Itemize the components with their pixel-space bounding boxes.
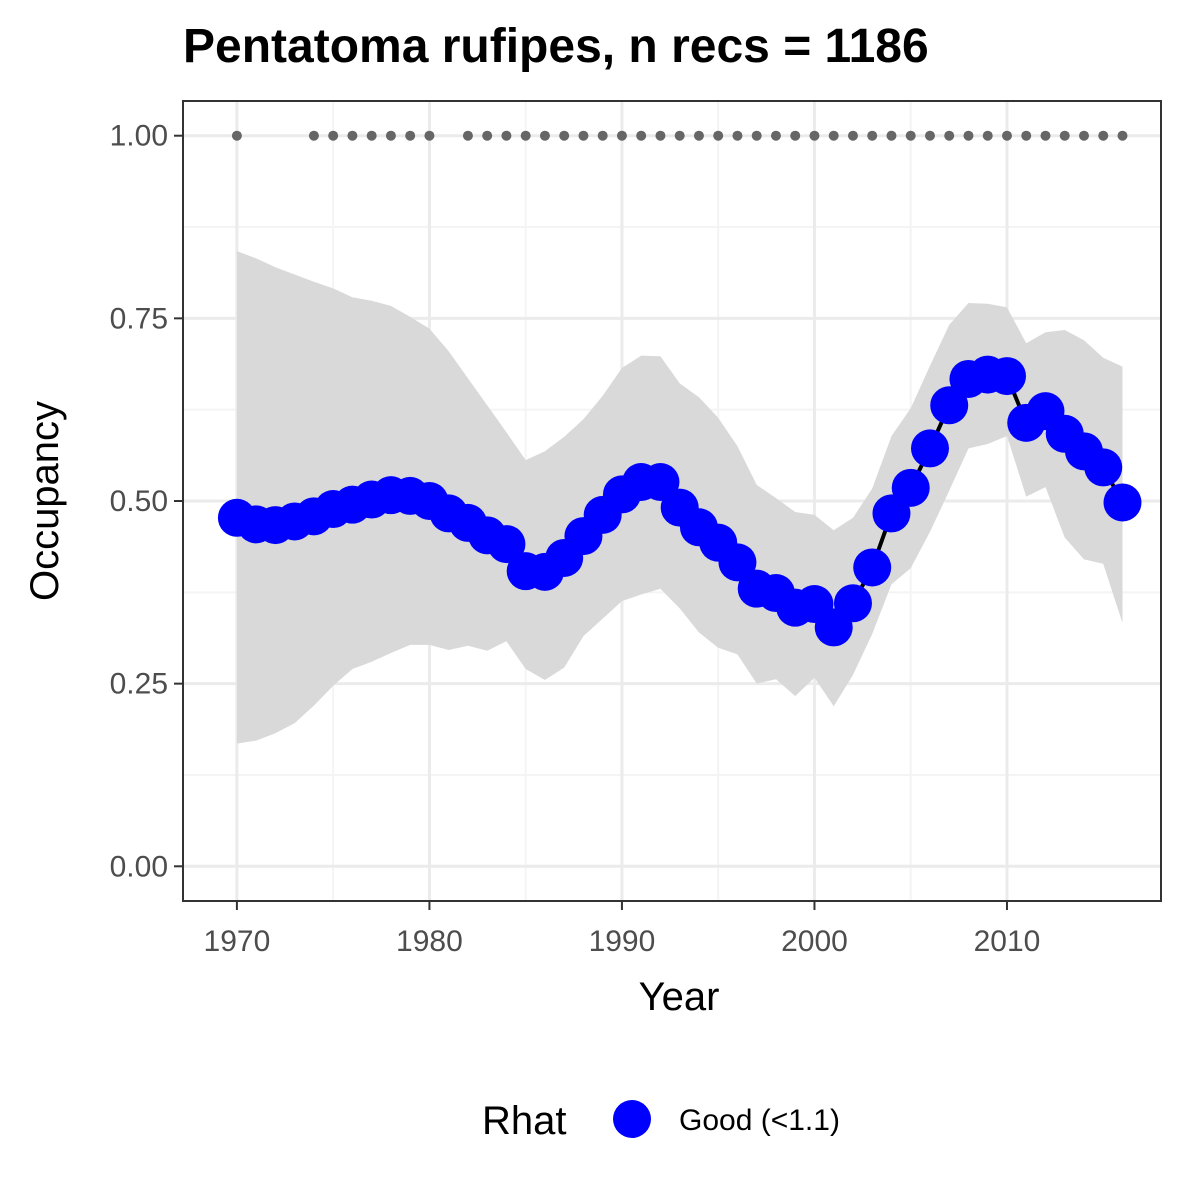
record-dot	[366, 130, 377, 141]
occupancy-point	[1084, 448, 1123, 487]
record-dot	[385, 130, 396, 141]
occupancy-point	[987, 357, 1026, 396]
record-dot	[886, 130, 897, 141]
y-axis-title: Occupancy	[23, 401, 67, 601]
record-dot	[1040, 130, 1051, 141]
record-dot	[559, 130, 570, 141]
record-dot	[944, 130, 955, 141]
legend-label-good: Good (<1.1)	[679, 1104, 840, 1137]
record-dot	[482, 130, 493, 141]
x-axis: 1970 1980 1990 2000 2010	[204, 901, 1041, 958]
record-dot	[713, 130, 724, 141]
y-tick-label: 0.25	[110, 668, 168, 701]
occupancy-point	[930, 386, 969, 425]
record-dot	[1078, 130, 1089, 141]
record-dot	[462, 130, 473, 141]
record-dot	[732, 130, 743, 141]
record-dot	[963, 130, 974, 141]
occupancy-point	[833, 584, 872, 623]
legend-key-good	[613, 1100, 651, 1138]
x-axis-title: Year	[639, 975, 720, 1019]
y-tick-label: 0.00	[110, 850, 168, 883]
record-dot	[770, 130, 781, 141]
occupancy-point	[1103, 483, 1142, 522]
occupancy-points-layer	[217, 355, 1142, 647]
y-tick-label: 1.00	[110, 120, 168, 153]
y-axis: 0.00 0.25 0.50 0.75 1.00	[110, 120, 183, 883]
record-dot	[616, 130, 627, 141]
record-dot	[790, 130, 801, 141]
record-dot	[1001, 130, 1012, 141]
record-dot	[405, 130, 416, 141]
record-dot	[636, 130, 647, 141]
record-dot	[655, 130, 666, 141]
legend: Rhat Good (<1.1)	[482, 1099, 840, 1143]
record-dot	[424, 130, 435, 141]
y-tick-label: 0.50	[110, 485, 168, 518]
grid-major	[183, 101, 1161, 901]
occupancy-point	[487, 525, 526, 564]
record-dot	[1059, 130, 1070, 141]
record-dot	[828, 130, 839, 141]
legend-title: Rhat	[482, 1099, 567, 1143]
record-dot	[501, 130, 512, 141]
occupancy-point	[910, 429, 949, 468]
record-dot	[308, 130, 319, 141]
record-dot	[1098, 130, 1109, 141]
record-dot	[867, 130, 878, 141]
y-tick-label: 0.75	[110, 302, 168, 335]
record-dot	[1117, 130, 1128, 141]
record-dot	[539, 130, 550, 141]
record-dot	[328, 130, 339, 141]
record-dots-layer	[231, 130, 1128, 141]
x-tick-label: 1980	[396, 925, 463, 958]
x-tick-label: 2000	[781, 925, 848, 958]
record-dot	[597, 130, 608, 141]
record-dot	[347, 130, 358, 141]
occupancy-point	[853, 548, 892, 587]
record-dot	[231, 130, 242, 141]
record-dot	[578, 130, 589, 141]
record-dot	[1021, 130, 1032, 141]
record-dot	[809, 130, 820, 141]
record-dot	[847, 130, 858, 141]
occupancy-point	[718, 543, 757, 582]
record-dot	[905, 130, 916, 141]
chart-title: Pentatoma rufipes, n recs = 1186	[183, 20, 929, 73]
record-dot	[982, 130, 993, 141]
record-dot	[751, 130, 762, 141]
record-dot	[520, 130, 531, 141]
x-tick-label: 1970	[204, 925, 271, 958]
occupancy-point	[891, 468, 930, 507]
record-dot	[924, 130, 935, 141]
x-tick-label: 1990	[589, 925, 656, 958]
x-tick-label: 2010	[974, 925, 1041, 958]
record-dot	[674, 130, 685, 141]
record-dot	[693, 130, 704, 141]
